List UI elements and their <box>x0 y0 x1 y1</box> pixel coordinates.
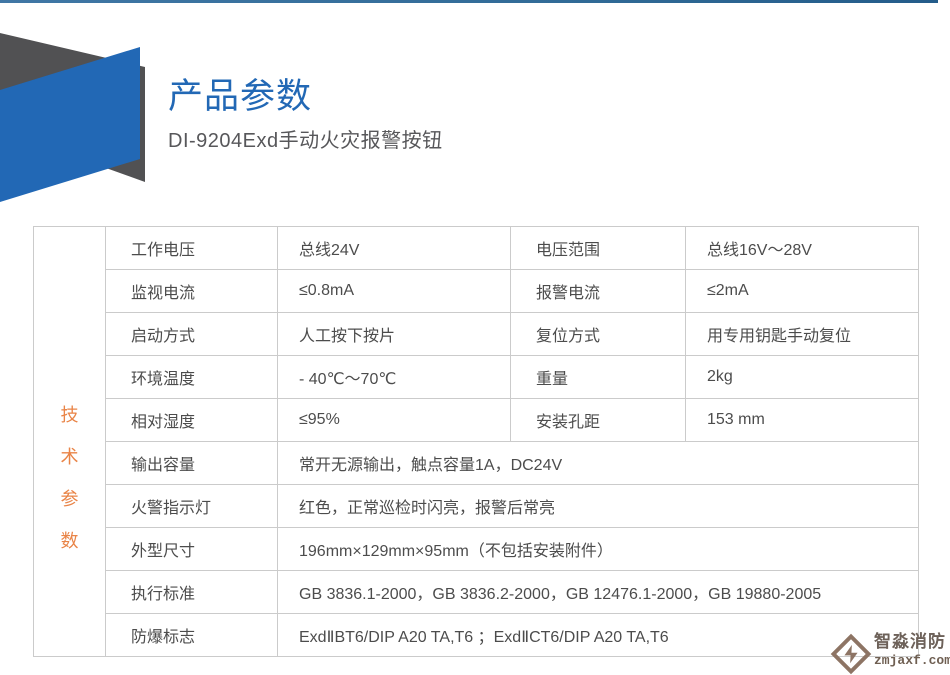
spec-label: 防爆标志 <box>105 613 278 657</box>
spec-value: 2kg <box>685 355 919 399</box>
table-row: 火警指示灯 红色，正常巡检时闪亮，报警后常亮 <box>34 484 919 528</box>
spec-value: 196mm×129mm×95mm（不包括安装附件） <box>277 527 919 571</box>
table-row: 环境温度 - 40℃～70℃ 重量 2kg <box>34 355 919 399</box>
spec-value: ExdⅡBT6/DIP A20 TA,T6 ；ExdⅡCT6/DIP A20 T… <box>277 613 919 657</box>
spec-value: ≤2mA <box>685 269 919 313</box>
watermark-domain: zmjaxf.com <box>874 653 950 668</box>
spec-label: 外型尺寸 <box>105 527 278 571</box>
top-accent-line <box>0 0 938 3</box>
header-ribbon-graphic <box>0 33 145 202</box>
watermark-text: 智淼消防 zmjaxf.com <box>874 627 950 668</box>
spec-value: 用专用钥匙手动复位 <box>685 312 919 356</box>
spec-label: 相对湿度 <box>105 398 278 442</box>
spec-label: 重量 <box>510 355 686 399</box>
table-row: 执行标准 GB 3836.1-2000，GB 3836.2-2000，GB 12… <box>34 570 919 614</box>
spec-label: 环境温度 <box>105 355 278 399</box>
vertical-header-text: 技 术 参 数 <box>35 334 105 551</box>
table-row: 外型尺寸 196mm×129mm×95mm（不包括安装附件） <box>34 527 919 571</box>
vertical-header-char: 参 <box>60 488 79 509</box>
page-title: 产品参数 <box>168 77 313 116</box>
watermark-brand-name: 智淼消防 <box>874 632 946 651</box>
table-row: 技 术 参 数 工作电压 总线24V 电压范围 总线16V～28V <box>33 226 919 657</box>
spec-value: GB 3836.1-2000，GB 3836.2-2000，GB 12476.1… <box>277 570 919 614</box>
vertical-header-char: 术 <box>60 446 79 467</box>
table-row: 监视电流 ≤0.8mA 报警电流 ≤2mA <box>34 269 919 313</box>
spec-label: 报警电流 <box>510 269 686 313</box>
spec-label: 启动方式 <box>105 312 278 356</box>
product-model-subtitle: DI-9204Exd手动火灾报警按钮 <box>168 130 443 152</box>
site-watermark: 智淼消防 zmjaxf.com <box>830 627 950 675</box>
spec-value: ≤95% <box>277 398 511 442</box>
vertical-header-char: 数 <box>60 530 79 551</box>
table-row: 相对湿度 ≤95% 安装孔距 153 mm <box>34 398 919 442</box>
spec-label: 执行标准 <box>105 570 278 614</box>
spec-value: 总线16V～28V <box>685 226 919 270</box>
spec-value: ≤0.8mA <box>277 269 511 313</box>
spec-value: 总线24V <box>277 226 511 270</box>
vertical-header-char: 技 <box>60 404 79 425</box>
spec-label: 安装孔距 <box>510 398 686 442</box>
spec-label: 工作电压 <box>105 226 278 270</box>
spec-label: 输出容量 <box>105 441 278 485</box>
spec-value: - 40℃～70℃ <box>277 355 511 399</box>
spec-label: 火警指示灯 <box>105 484 278 528</box>
spec-value: 人工按下按片 <box>277 312 511 356</box>
table-row: 输出容量 常开无源输出，触点容量1A，DC24V <box>34 441 919 485</box>
spec-label: 复位方式 <box>510 312 686 356</box>
blue-ribbon-shape <box>0 47 140 202</box>
spec-value: 153 mm <box>685 398 919 442</box>
spec-value: 常开无源输出，触点容量1A，DC24V <box>277 441 919 485</box>
spec-value: 红色，正常巡检时闪亮，报警后常亮 <box>277 484 919 528</box>
specs-table: 技 术 参 数 工作电压 总线24V 电压范围 总线16V～28V 监视电流 ≤… <box>33 226 919 657</box>
zhimiao-diamond-logo-icon <box>830 633 872 675</box>
spec-label: 监视电流 <box>105 269 278 313</box>
table-group-header: 技 术 参 数 <box>33 226 106 657</box>
spec-label: 电压范围 <box>510 226 686 270</box>
table-row: 防爆标志 ExdⅡBT6/DIP A20 TA,T6 ；ExdⅡCT6/DIP … <box>34 613 919 657</box>
table-row: 启动方式 人工按下按片 复位方式 用专用钥匙手动复位 <box>34 312 919 356</box>
